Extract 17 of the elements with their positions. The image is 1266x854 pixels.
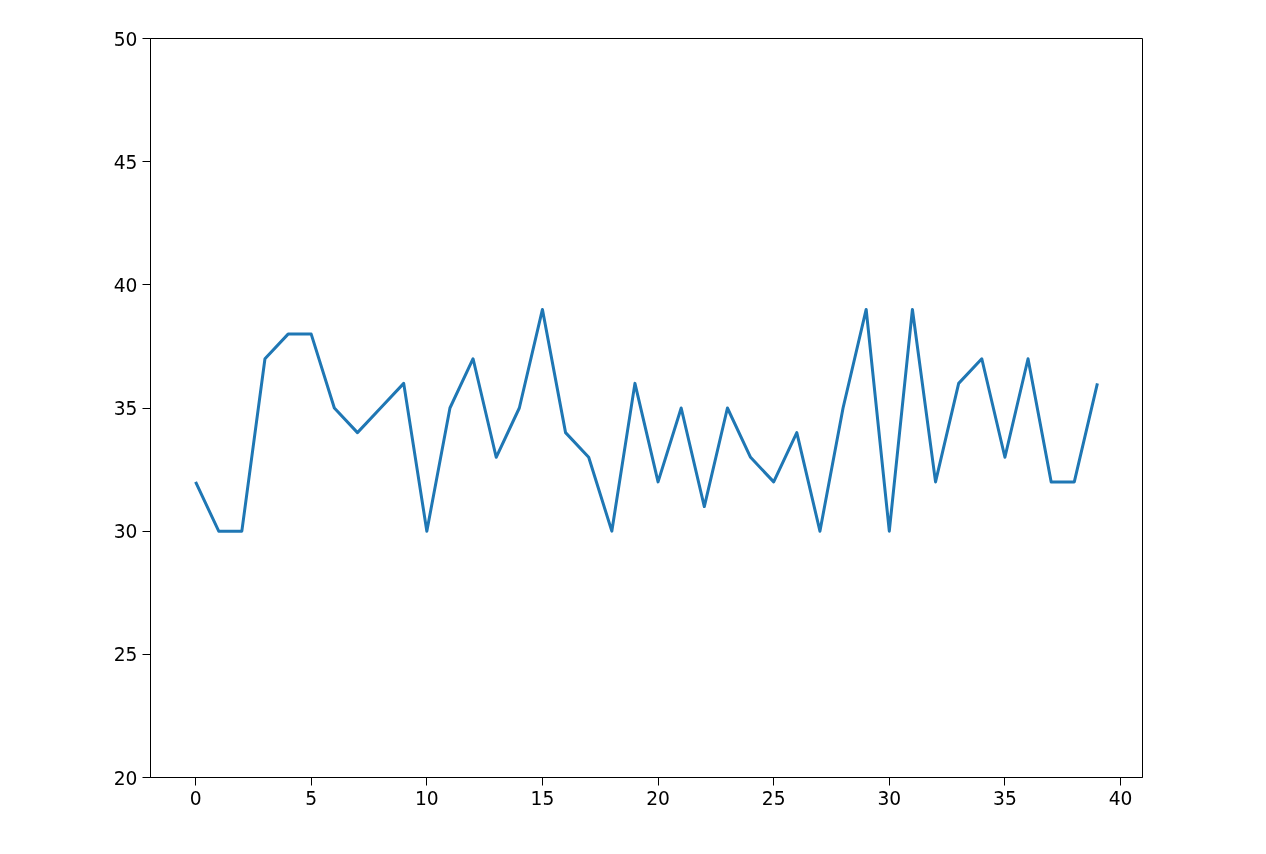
x-tick-label: 40	[1108, 787, 1133, 809]
x-tick-label: 5	[305, 787, 318, 809]
line-series	[194, 307, 1099, 533]
y-tick-label: 40	[113, 274, 138, 296]
x-tick-label: 20	[646, 787, 670, 809]
x-tick-label: 30	[877, 787, 902, 809]
x-tick-label: 35	[993, 787, 1017, 809]
x-tick-label: 0	[189, 787, 202, 809]
x-tick-label: 15	[530, 787, 555, 809]
y-tick-label: 50	[113, 28, 138, 50]
y-tick-label: 35	[113, 398, 138, 419]
y-tick-label: 30	[113, 521, 138, 543]
y-tick-label: 45	[113, 151, 138, 173]
y-tick-label: 20	[113, 767, 138, 789]
x-tick-label: 25	[761, 787, 786, 809]
x-tick-label: 10	[414, 787, 439, 809]
y-tick-label: 25	[113, 644, 138, 666]
